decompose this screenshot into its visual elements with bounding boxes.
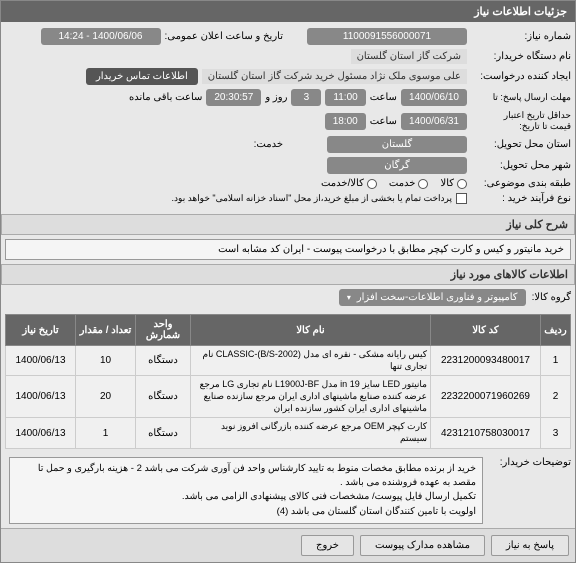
cell-unit: دستگاه — [136, 376, 191, 418]
announce-value: 1400/06/06 - 14:24 — [41, 28, 161, 45]
th-idx: ردیف — [541, 315, 571, 346]
requester-label: ایجاد کننده درخواست: — [471, 71, 571, 82]
cell-date: 1400/06/13 — [6, 418, 76, 448]
th-name: نام کالا — [191, 315, 431, 346]
view-attachments-button[interactable]: مشاهده مدارک پیوست — [360, 535, 485, 556]
radio-service[interactable]: خدمت — [389, 178, 429, 189]
cell-name: مانیتور LED سایز 19 in مدل L1900J-BF نام… — [191, 376, 431, 418]
buyer-name-value: شرکت گاز استان گلستان — [351, 49, 467, 64]
desc-text: خرید مانیتور و کیس و کارت کپچر مطابق با … — [5, 239, 571, 260]
credit-label: حداقل تاریخ اعتبار قیمت تا تاریخ: — [471, 110, 571, 132]
category-label: طبقه بندی موضوعی: — [471, 178, 571, 189]
radio-service-label: خدمت — [389, 178, 416, 189]
service-label: خدمت: — [254, 139, 283, 150]
th-qty: تعداد / مقدار — [76, 315, 136, 346]
payment-note: پرداخت تمام یا بخشی از مبلغ خرید،از محل … — [172, 193, 452, 204]
group-value: کامپیوتر و فناوری اطلاعات-سخت افزار — [357, 292, 518, 303]
cell-idx: 3 — [541, 418, 571, 448]
time-label-1: ساعت — [370, 92, 397, 103]
goods-section-title: اطلاعات کالاهای مورد نیاز — [1, 264, 575, 285]
group-dropdown[interactable]: کامپیوتر و فناوری اطلاعات-سخت افزار ▾ — [339, 289, 526, 306]
deadline-time: 11:00 — [325, 89, 365, 106]
th-date: تاریخ نیاز — [6, 315, 76, 346]
need-number-label: شماره نیاز: — [471, 31, 571, 42]
province-value: گلستان — [327, 136, 467, 153]
remain-label: ساعت باقی مانده — [129, 92, 202, 103]
radio-circle-icon — [457, 179, 467, 189]
deadline-date: 1400/06/10 — [401, 89, 467, 106]
radio-goods[interactable]: کالا — [440, 178, 467, 189]
requester-value: علی موسوی ملک نژاد مسئول خرید شرکت گاز ا… — [202, 69, 467, 84]
radio-both[interactable]: کالا/خدمت — [321, 178, 377, 189]
deadline-label: مهلت ارسال پاسخ: تا — [471, 92, 571, 103]
countdown-value: 20:30:57 — [206, 89, 261, 106]
desc-section-title: شرح کلی نیاز — [1, 214, 575, 235]
time-label-2: ساعت — [370, 116, 397, 127]
cell-code: 2231200093480017 — [431, 346, 541, 376]
cell-unit: دستگاه — [136, 418, 191, 448]
panel-header: جزئیات اطلاعات نیاز — [1, 1, 575, 22]
th-unit: واحد شمارش — [136, 315, 191, 346]
city-value: گرگان — [327, 157, 467, 174]
exit-button[interactable]: خروج — [301, 535, 354, 556]
cell-unit: دستگاه — [136, 346, 191, 376]
process-label: نوع فرآیند خرید : — [471, 193, 571, 204]
payment-checkbox[interactable] — [456, 193, 467, 204]
cell-qty: 20 — [76, 376, 136, 418]
chevron-down-icon: ▾ — [347, 293, 351, 302]
category-radio-group: کالا خدمت کالا/خدمت — [321, 178, 467, 189]
cell-qty: 10 — [76, 346, 136, 376]
contact-buyer-button[interactable]: اطلاعات تماس خریدار — [86, 68, 198, 85]
need-number-value: 1100091556000071 — [307, 28, 467, 45]
reply-button[interactable]: پاسخ به نیاز — [491, 535, 569, 556]
cell-qty: 1 — [76, 418, 136, 448]
radio-both-label: کالا/خدمت — [321, 178, 364, 189]
credit-time: 18:00 — [325, 113, 366, 130]
cell-idx: 2 — [541, 376, 571, 418]
radio-goods-label: کالا — [440, 178, 454, 189]
radio-circle-icon — [367, 179, 377, 189]
cell-code: 2232200071960269 — [431, 376, 541, 418]
announce-label: تاریخ و ساعت اعلان عمومی: — [165, 31, 284, 42]
table-row: 2 2232200071960269 مانیتور LED سایز 19 i… — [6, 376, 571, 418]
province-label: استان محل تحویل: — [471, 139, 571, 150]
cell-idx: 1 — [541, 346, 571, 376]
city-label: شهر محل تحویل: — [471, 160, 571, 171]
table-row: 1 2231200093480017 کیس رایانه مشکی - نقر… — [6, 346, 571, 376]
goods-table: ردیف کد کالا نام کالا واحد شمارش تعداد /… — [5, 314, 571, 449]
cell-code: 4231210758030017 — [431, 418, 541, 448]
radio-circle-icon — [418, 179, 428, 189]
explain-text: خرید از برنده مطابق مخصات منوط به تایید … — [9, 457, 483, 524]
buyer-name-label: نام دستگاه خریدار: — [471, 51, 571, 62]
days-remaining: 3 — [291, 89, 321, 106]
credit-date: 1400/06/31 — [401, 113, 467, 130]
table-row: 3 4231210758030017 کارت کپچر OEM مرجع عر… — [6, 418, 571, 448]
group-label: گروه کالا: — [532, 292, 571, 303]
cell-name: کارت کپچر OEM مرجع عرضه کننده بازرگانی ا… — [191, 418, 431, 448]
explain-label: توضیحات خریدار: — [491, 453, 571, 528]
cell-date: 1400/06/13 — [6, 346, 76, 376]
th-code: کد کالا — [431, 315, 541, 346]
cell-name: کیس رایانه مشکی - نقره ای مدل CLASSIC-(B… — [191, 346, 431, 376]
panel-title: جزئیات اطلاعات نیاز — [474, 6, 567, 18]
cell-date: 1400/06/13 — [6, 376, 76, 418]
days-label: روز و — [265, 92, 287, 103]
